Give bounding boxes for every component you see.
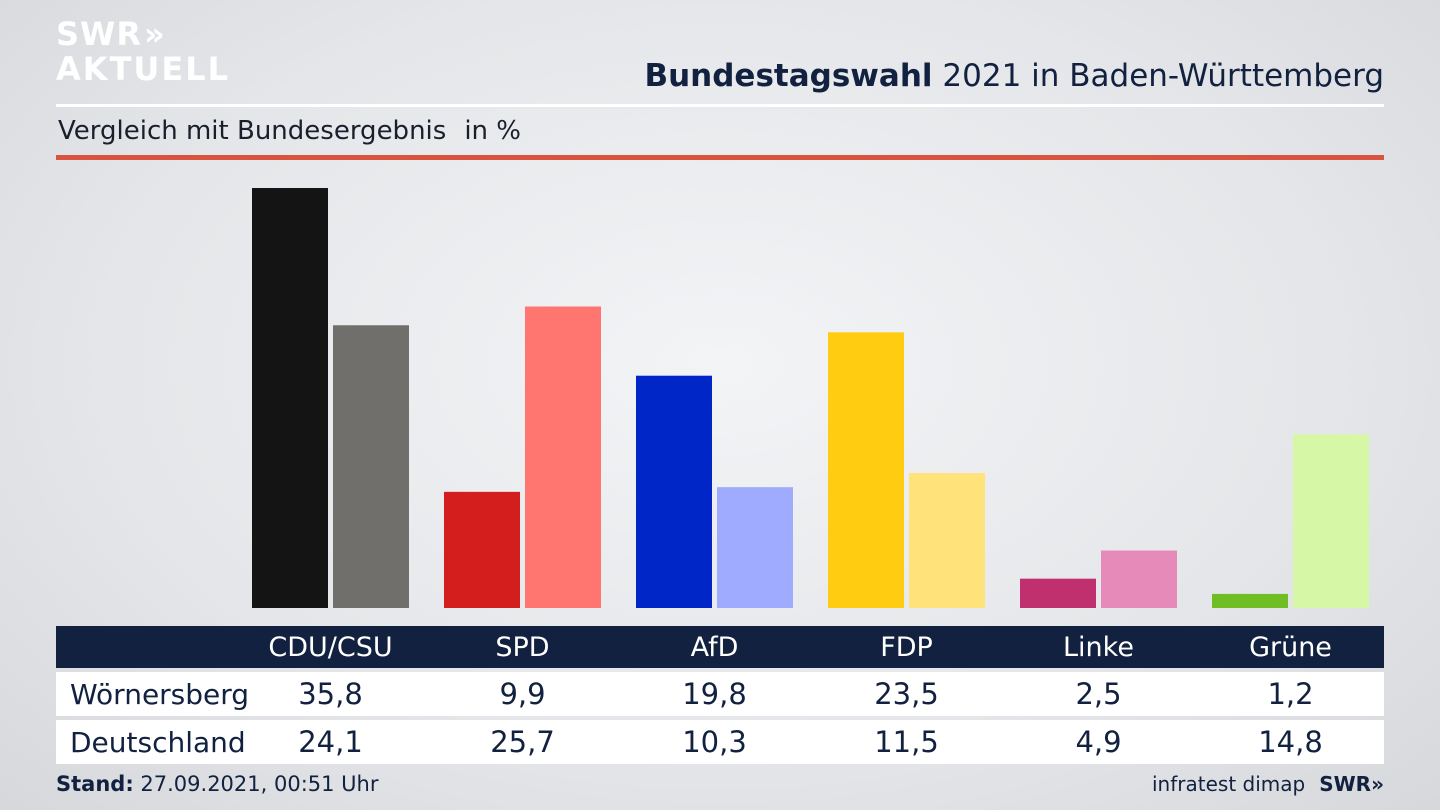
- logo-swr: SWR: [56, 15, 142, 53]
- value-cell: 9,9: [499, 677, 546, 711]
- value-cell: 25,7: [490, 725, 555, 759]
- bar-national-5: [1293, 434, 1369, 608]
- source-label: infratest dimap: [1152, 772, 1306, 796]
- chart-title-rest: 2021 in Baden-Württemberg: [932, 58, 1384, 94]
- table-row: Wörnersberg 35,8 9,9 19,8 23,5 2,5 1,2: [56, 672, 1384, 716]
- bar-national-1: [525, 306, 601, 608]
- bar-national-2: [717, 487, 793, 608]
- bar-regional-3: [828, 332, 904, 608]
- timestamp: Stand: 27.09.2021, 00:51 Uhr: [56, 772, 379, 796]
- table-header: CDU/CSU SPD AfD FDP Linke Grüne: [56, 626, 1384, 668]
- swr-brand-logo: SWR»: [1319, 772, 1384, 796]
- stand-label: Stand:: [56, 772, 134, 796]
- logo-arrows-icon: »: [143, 15, 166, 53]
- swr-brand-text: SWR: [1319, 772, 1372, 796]
- value-cell: 4,9: [1075, 725, 1122, 759]
- subtitle-divider: [56, 155, 1384, 160]
- chart-title-bold: Bundestagswahl: [644, 58, 933, 94]
- bar-regional-4: [1020, 578, 1096, 608]
- bar-national-3: [909, 473, 985, 608]
- chart-subtitle-line: Vergleich mit Bundesergebnis in %: [58, 116, 521, 146]
- title-divider: [56, 104, 1384, 107]
- stand-value: 27.09.2021, 00:51 Uhr: [133, 772, 379, 796]
- bar-regional-1: [444, 491, 520, 608]
- logo-aktuell: AKTUELL: [56, 50, 231, 88]
- chart-title: Bundestagswahl 2021 in Baden-Württemberg: [644, 58, 1384, 94]
- value-cell: 1,2: [1267, 677, 1314, 711]
- chart-subtitle: Vergleich mit Bundesergebnis: [58, 116, 447, 146]
- category-label: CDU/CSU: [268, 631, 393, 663]
- row-label: Deutschland: [70, 725, 246, 759]
- category-label: Linke: [1063, 631, 1134, 663]
- value-cell: 23,5: [874, 677, 939, 711]
- bar-national-0: [333, 325, 409, 608]
- category-label: SPD: [495, 631, 550, 663]
- chart-unit: in %: [464, 116, 521, 146]
- bar-regional-5: [1212, 593, 1288, 608]
- table-body: Wörnersberg 35,8 9,9 19,8 23,5 2,5 1,2 Deutschl…: [56, 672, 1384, 764]
- value-cell: 11,5: [874, 725, 939, 759]
- value-cell: 2,5: [1075, 677, 1122, 711]
- table-row: Deutschland 24,1 25,7 10,3 11,5 4,9 14,8: [56, 720, 1384, 764]
- bar-regional-2: [636, 375, 712, 608]
- row-label: Wörnersberg: [70, 677, 250, 711]
- bar-chart: [252, 188, 1369, 608]
- value-cell: 10,3: [682, 725, 747, 759]
- value-cell: 14,8: [1258, 725, 1323, 759]
- swr-aktuell-logo: SWR» AKTUELL: [56, 18, 230, 85]
- source-credit: infratest dimap SWR»: [1152, 772, 1384, 796]
- value-cell: 35,8: [298, 677, 363, 711]
- value-cell: 19,8: [682, 677, 747, 711]
- value-cell: 24,1: [298, 725, 363, 759]
- bar-regional-0: [252, 188, 328, 608]
- bar-national-4: [1101, 550, 1177, 608]
- category-label: AfD: [690, 631, 739, 663]
- category-label: Grüne: [1249, 631, 1332, 663]
- results-table: CDU/CSU SPD AfD FDP Linke Grüne Wörnersberg 35…: [56, 626, 1384, 764]
- category-label: FDP: [880, 631, 933, 663]
- swr-brand-arrows-icon: »: [1371, 772, 1384, 796]
